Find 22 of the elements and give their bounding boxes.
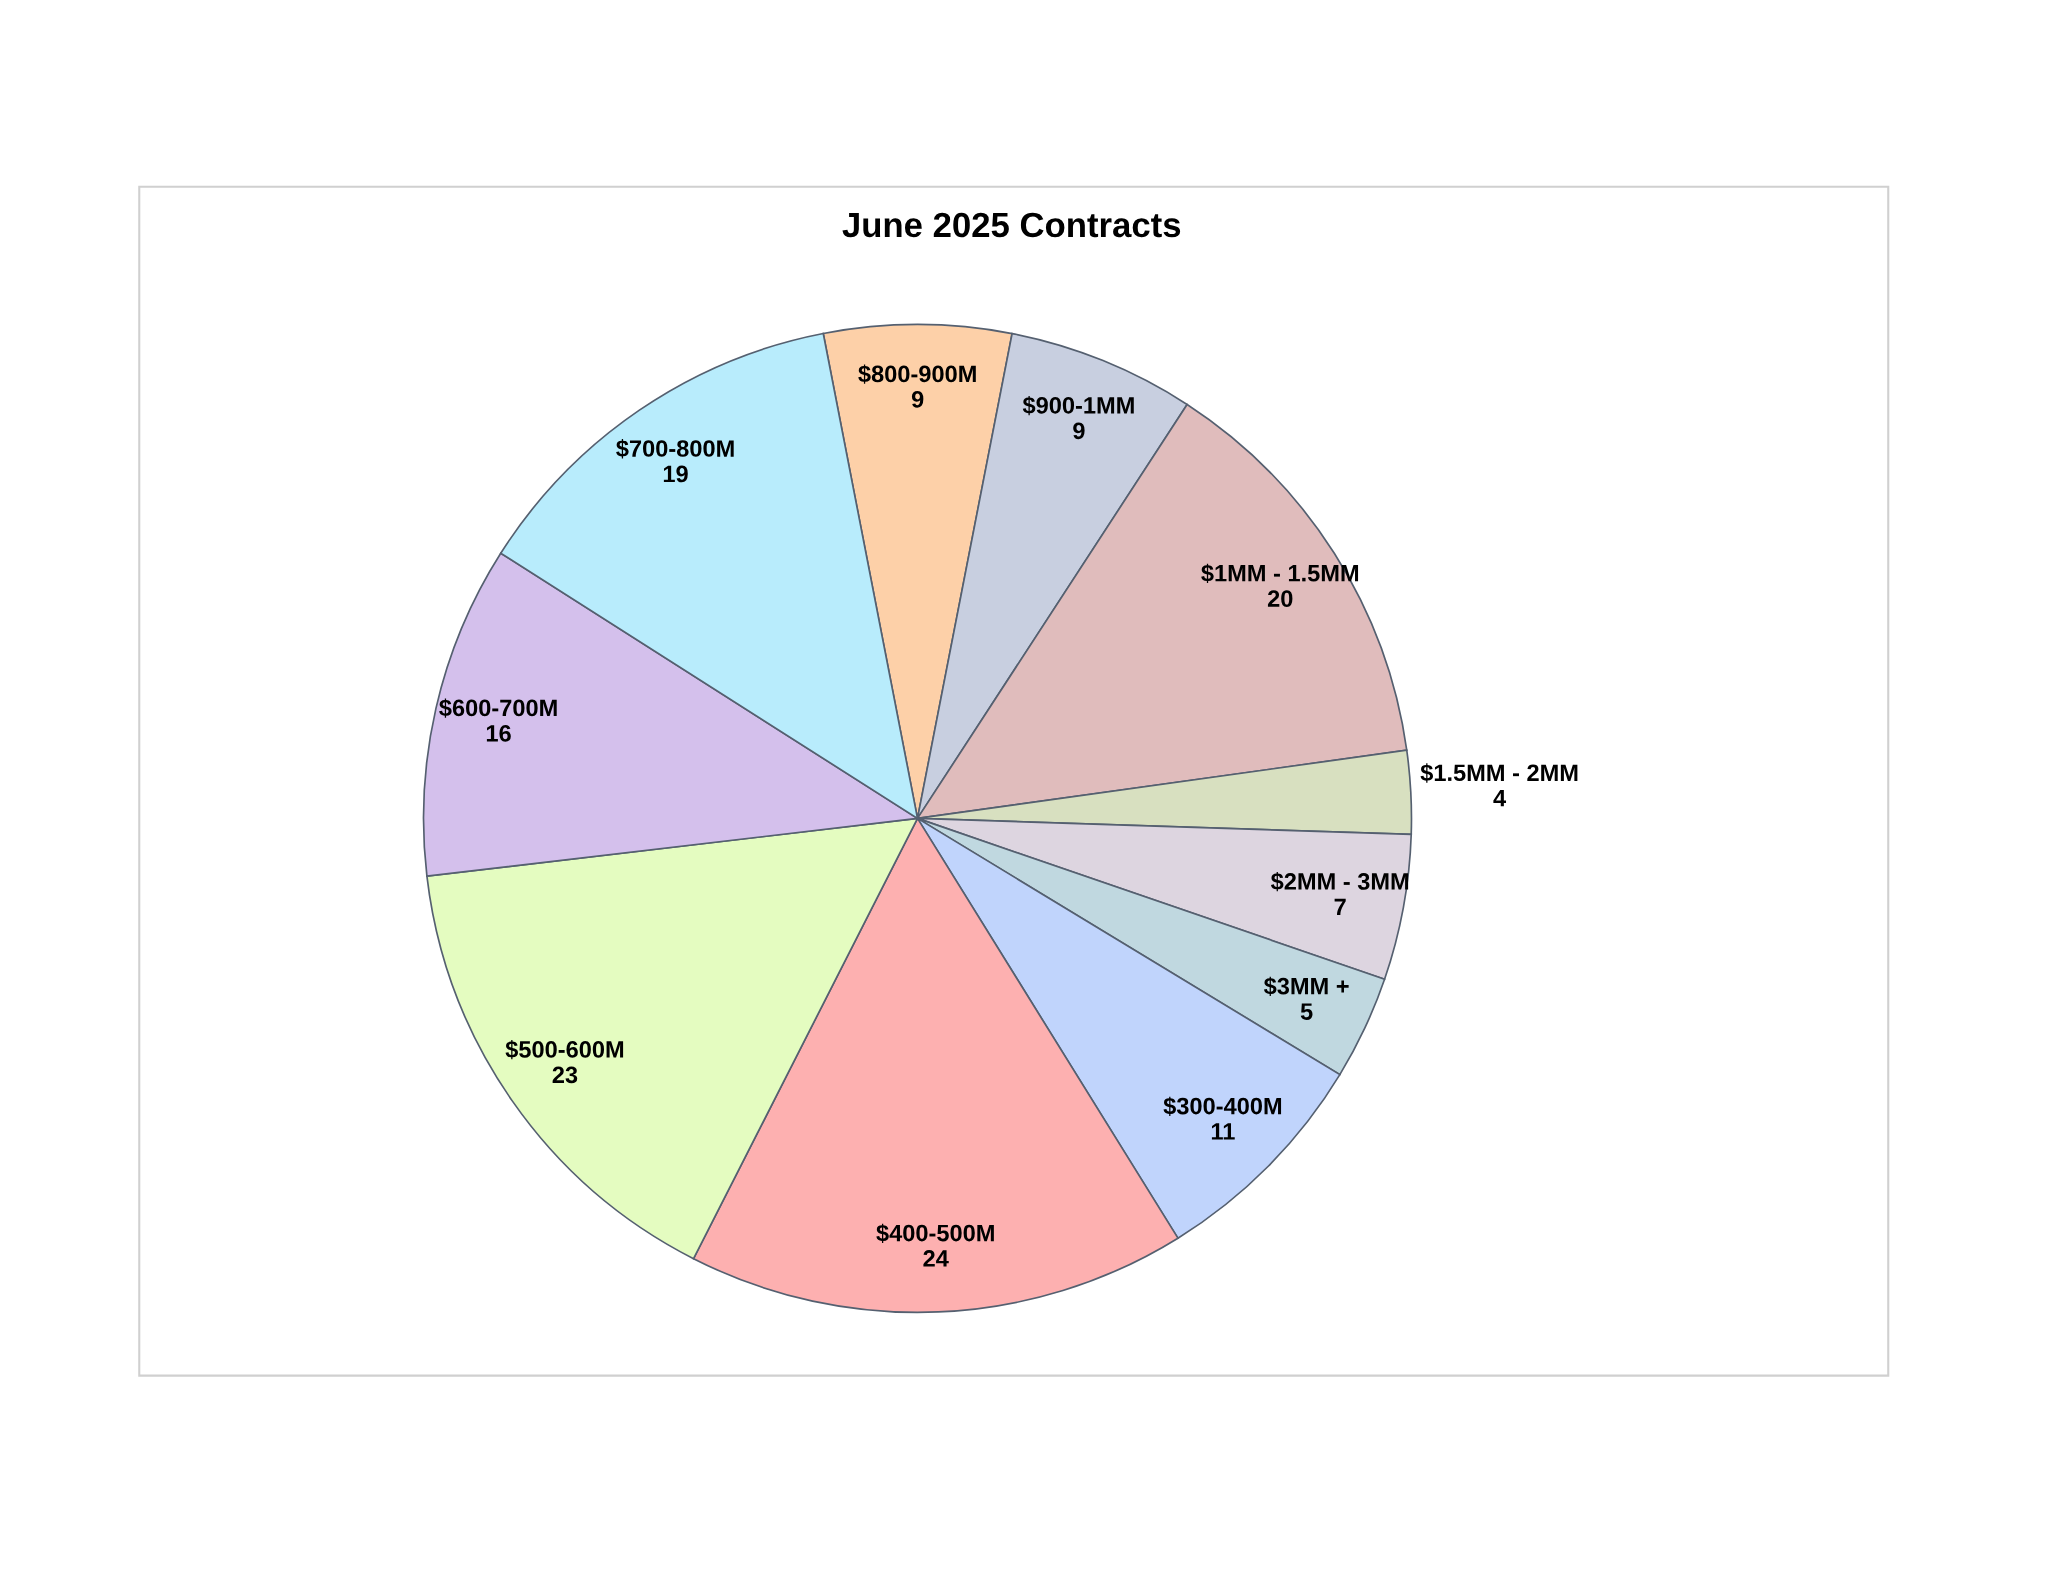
slice-label: $2MM - 3MM (1270, 872, 1409, 892)
slice-label: $900-1MM (1022, 395, 1134, 416)
slice-label: $3MM + (1263, 976, 1349, 997)
slice-label: $500-600M (505, 1040, 624, 1060)
data-label: 16 (486, 724, 511, 742)
data-label: 23 (552, 1066, 578, 1084)
slice-label: $800-900M (858, 364, 976, 384)
data-label: 24 (923, 1250, 949, 1267)
slice-label: $600-700M (439, 698, 557, 718)
slice-label: $300-400M (1163, 1096, 1282, 1116)
data-label: 19 (663, 465, 688, 483)
slice-label: $400-500M (876, 1223, 994, 1243)
data-label: 7 (1334, 898, 1346, 916)
data-label: 11 (1211, 1123, 1235, 1140)
data-label: 20 (1267, 590, 1293, 607)
data-label: 4 (1493, 790, 1507, 807)
data-label: 9 (1073, 422, 1085, 440)
slice-label: $1.5MM - 2MM (1420, 763, 1578, 783)
data-label: 9 (911, 390, 924, 408)
slice-label: $700-800M (616, 439, 734, 459)
data-label: 5 (1300, 1003, 1313, 1020)
chart-title: June 2025 Contracts (842, 212, 1181, 238)
